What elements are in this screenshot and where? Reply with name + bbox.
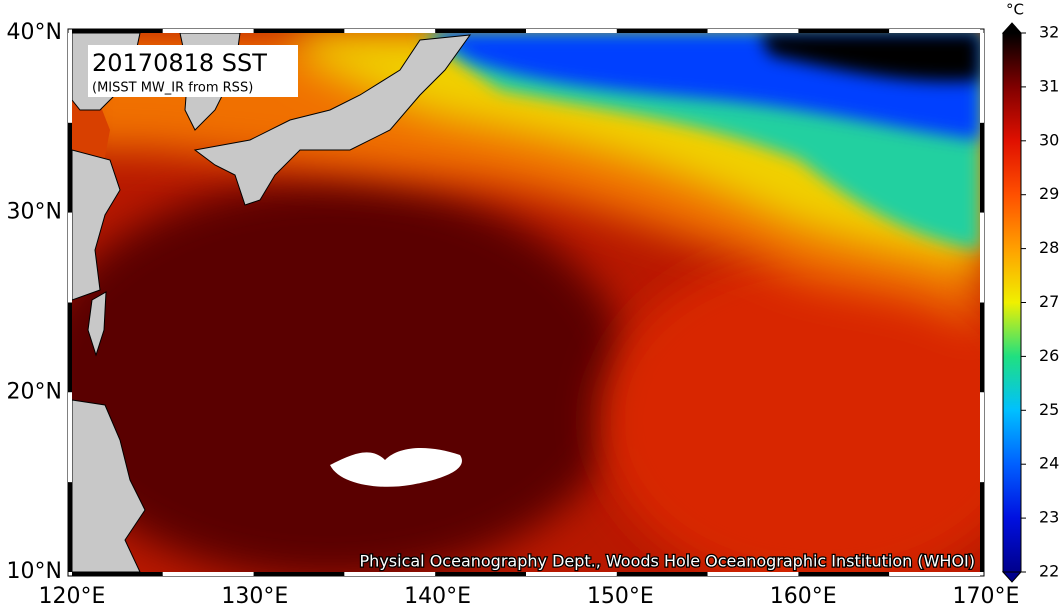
colorbar-tick-label: 32 [1039, 23, 1059, 42]
land-japan [193, 34, 472, 206]
colorbar-tick-label: 29 [1039, 184, 1059, 203]
colorbar-tick-label: 28 [1039, 238, 1059, 257]
colorbar-unit: °C [1006, 1, 1024, 19]
frame-segment [616, 572, 708, 576]
frame-segment [253, 572, 345, 576]
frame-segment [253, 29, 345, 33]
credit: Physical Oceanography Dept., Woods Hole … [360, 552, 975, 571]
colorbar-max-arrow [1001, 22, 1023, 34]
sst-field [72, 33, 980, 572]
colorbar-tick-label: 25 [1039, 400, 1059, 419]
land-taiwan [87, 291, 107, 357]
frame-segment [344, 572, 436, 576]
lon-label: 170°E [953, 584, 1020, 609]
map-frame [67, 28, 985, 577]
colorbar-tick-label: 24 [1039, 454, 1059, 473]
frame-segment [344, 29, 436, 33]
frame-segment [616, 29, 708, 33]
cloud-gap [330, 448, 462, 487]
very-cold [760, 33, 980, 82]
warm-region [600, 250, 980, 572]
lon-label: 130°E [221, 584, 288, 609]
warm-pool [72, 180, 630, 572]
lon-label: 160°E [770, 584, 837, 609]
frame-segment [980, 392, 984, 483]
lat-label: 30°N [7, 200, 62, 225]
frame-segment [435, 29, 526, 33]
frame-segment [707, 572, 799, 576]
frame-segment [980, 212, 984, 303]
frame-segment [889, 572, 980, 576]
frame-segment [980, 122, 984, 213]
frame-segment [798, 29, 890, 33]
title-box [88, 45, 298, 97]
colorbar-tick-label: 22 [1039, 562, 1059, 581]
frame-segment [889, 29, 980, 33]
frame-segment [980, 482, 984, 572]
colorbar-tick-label: 23 [1039, 508, 1059, 527]
lat-label: 40°N [7, 20, 62, 45]
frame-segment [980, 302, 984, 393]
frame-segment [526, 572, 617, 576]
land-philippines [72, 399, 146, 572]
colorbar-tick-label: 30 [1039, 130, 1059, 149]
colorbar-tick-label: 26 [1039, 346, 1059, 365]
frame-segment [526, 29, 617, 33]
frame-segment [68, 392, 72, 483]
lon-label: 140°E [404, 584, 471, 609]
frame-segment [72, 29, 163, 33]
frame-segment [707, 29, 799, 33]
frame-segment [68, 33, 72, 123]
lon-label: 150°E [587, 584, 654, 609]
map-subtitle: (MISST MW_IR from RSS) [92, 81, 253, 96]
colorbar-tick-label: 31 [1039, 76, 1059, 95]
map-title: 20170818 SST [92, 49, 267, 77]
frame-segment [435, 572, 526, 576]
colorbar-tick-label: 27 [1039, 292, 1059, 311]
frame-segment [162, 572, 254, 576]
lat-label: 10°N [7, 559, 62, 584]
frame-segment [162, 29, 254, 33]
lat-label: 20°N [7, 379, 62, 404]
lon-label: 120°E [39, 584, 106, 609]
frame-segment [68, 122, 72, 213]
frame-segment [68, 212, 72, 303]
colorbar [1002, 32, 1022, 573]
frame-segment [68, 302, 72, 393]
land-china [72, 149, 121, 301]
frame-segment [798, 572, 890, 576]
frame-segment [980, 33, 984, 123]
frame-segment [72, 572, 163, 576]
frame-segment [68, 482, 72, 572]
colorbar-min-arrow [1001, 571, 1023, 583]
